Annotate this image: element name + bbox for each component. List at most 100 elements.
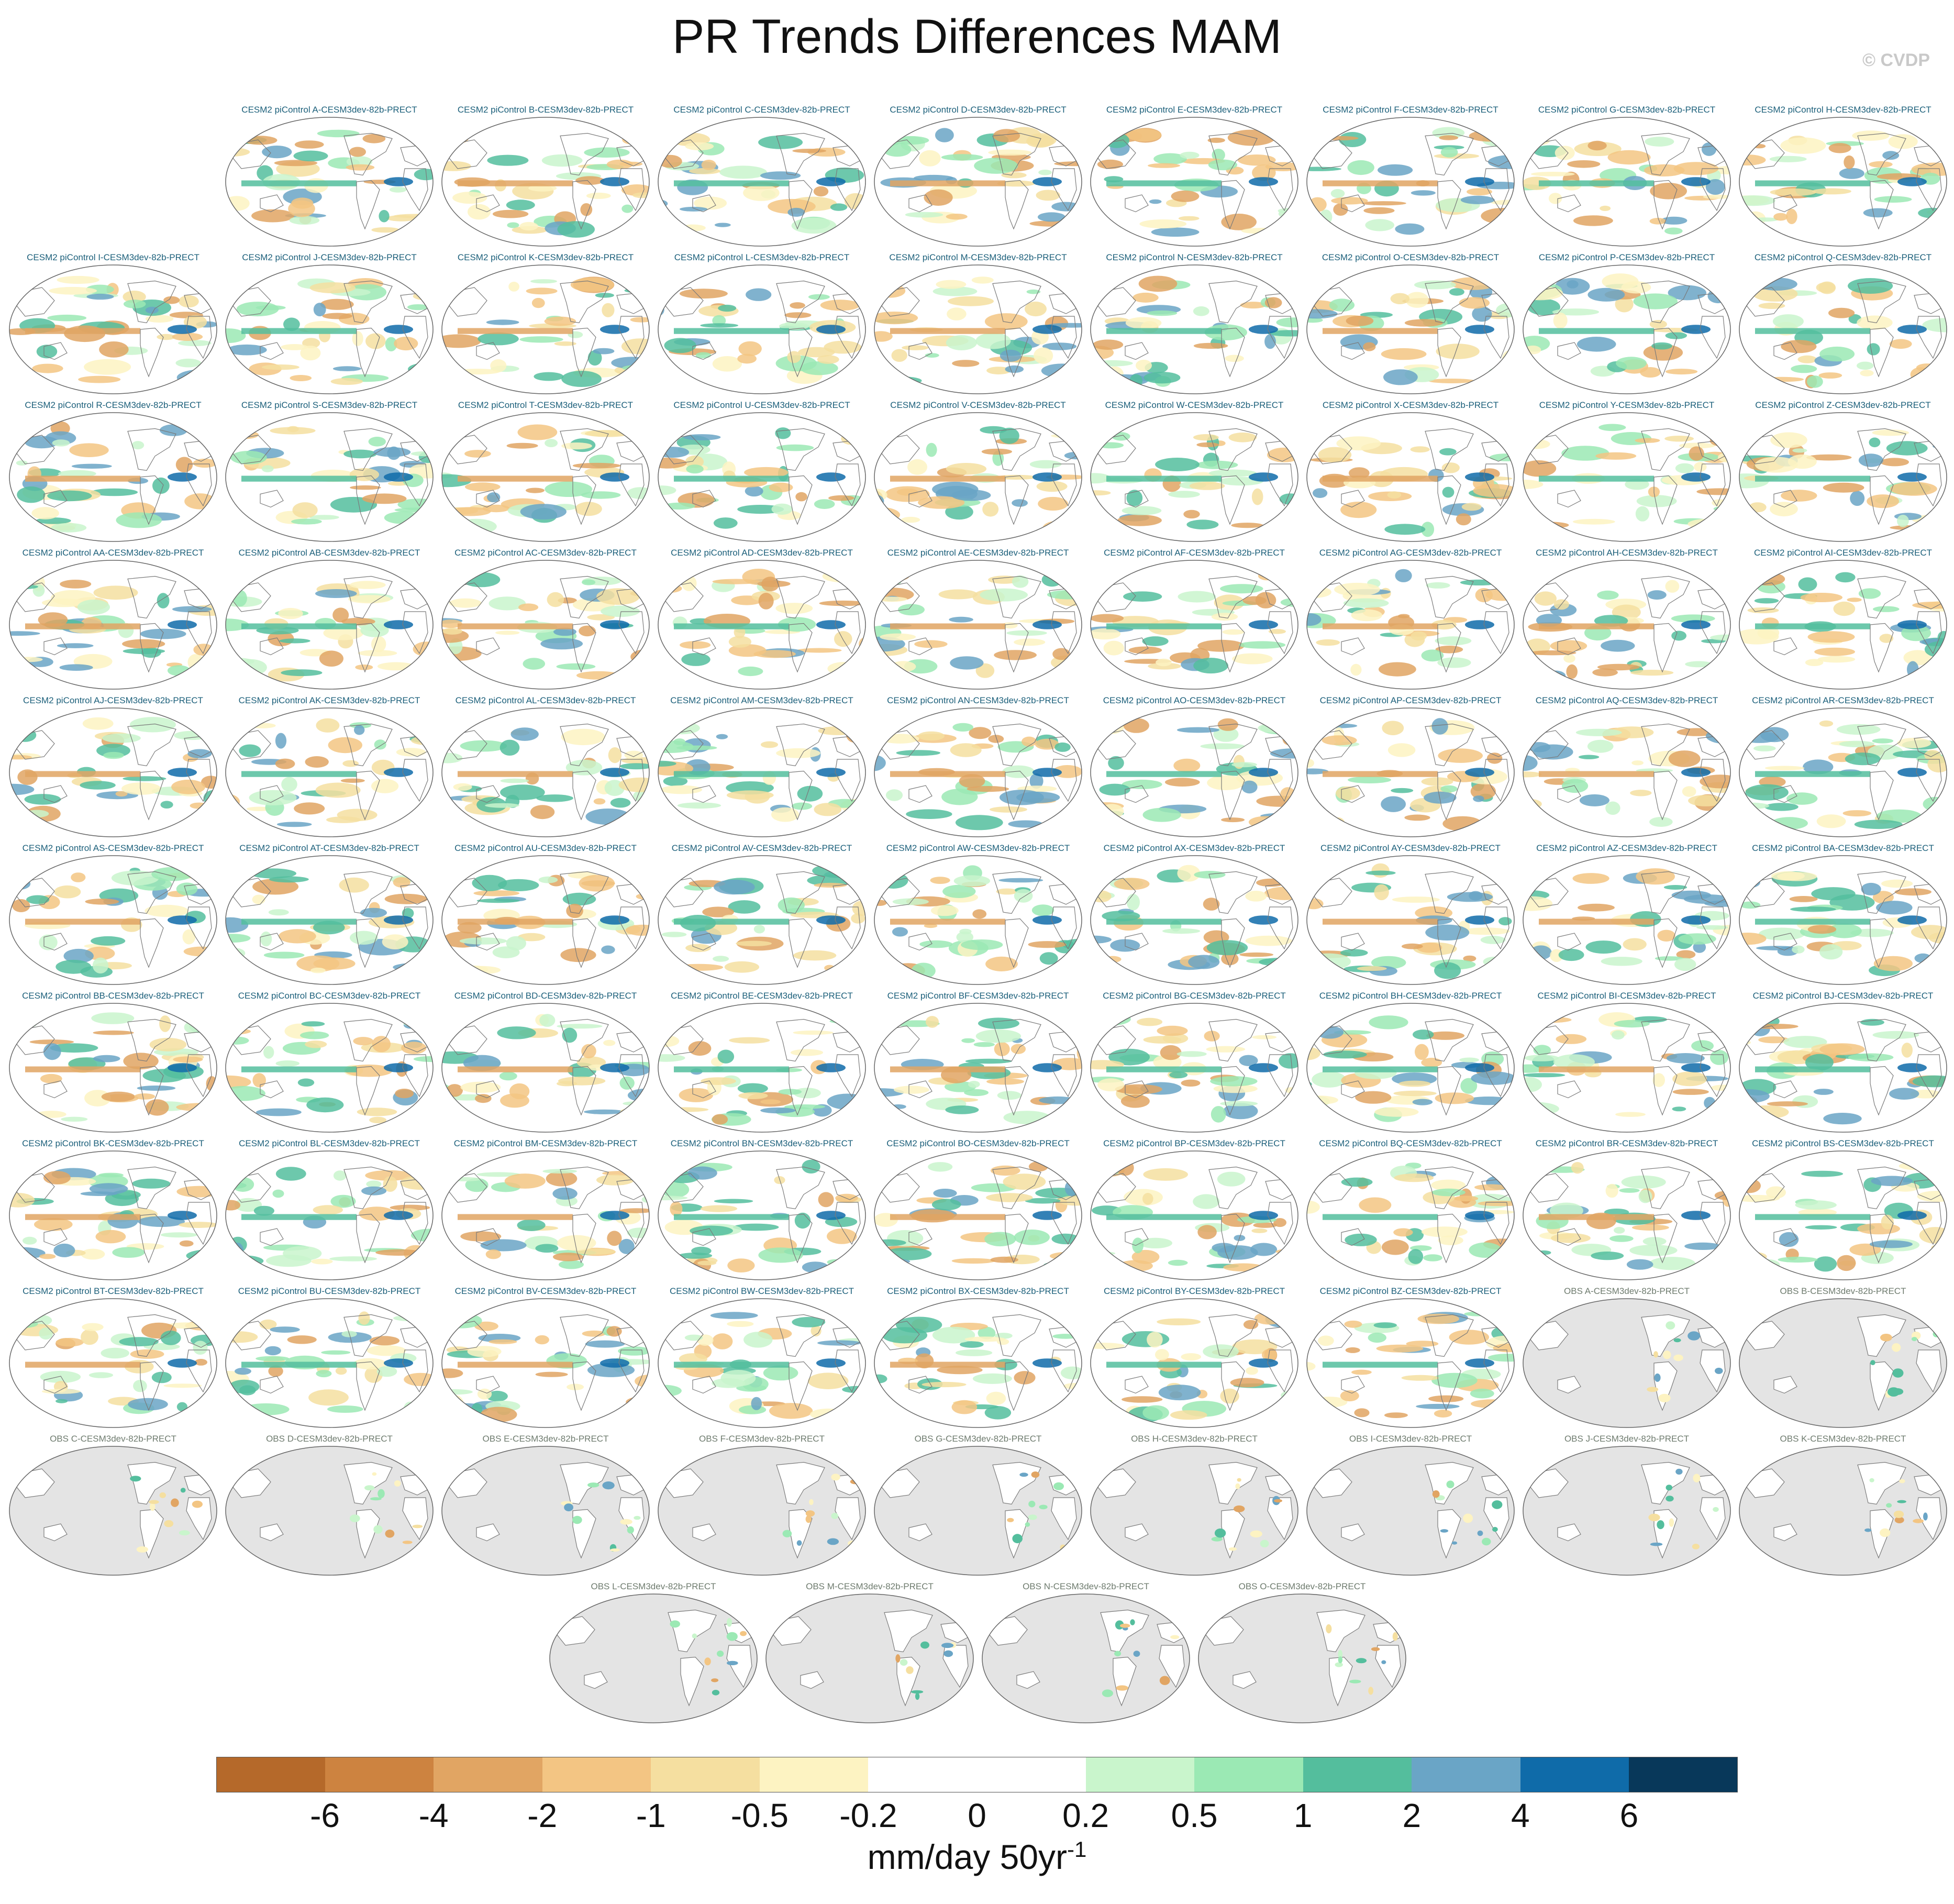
panel-title: CESM2 piControl C-CESM3dev-82b-PRECT xyxy=(673,105,850,115)
model-panel: CESM2 piControl AP-CESM3dev-82b-PRECT xyxy=(1303,695,1518,837)
model-panel: CESM2 piControl BV-CESM3dev-82b-PRECT xyxy=(438,1286,653,1428)
panel-title: CESM2 piControl BE-CESM3dev-82b-PRECT xyxy=(671,991,853,1001)
colorbar-units: mm/day 50yr-1 xyxy=(0,1837,1954,1877)
panel-title: CESM2 piControl Z-CESM3dev-82b-PRECT xyxy=(1755,400,1931,410)
projection-map xyxy=(874,1150,1082,1280)
obs-panel: OBS G-CESM3dev-82b-PRECT xyxy=(870,1434,1086,1576)
projection-map xyxy=(1523,1298,1731,1428)
panel-title: CESM2 piControl BR-CESM3dev-82b-PRECT xyxy=(1535,1138,1718,1148)
projection-map xyxy=(225,264,434,394)
panel-title: CESM2 piControl G-CESM3dev-82b-PRECT xyxy=(1538,105,1716,115)
panel-title: CESM2 piControl AC-CESM3dev-82b-PRECT xyxy=(454,548,637,558)
model-panel: CESM2 piControl BI-CESM3dev-82b-PRECT xyxy=(1519,991,1735,1133)
model-panel: CESM2 piControl BS-CESM3dev-82b-PRECT xyxy=(1735,1138,1951,1280)
projection-map xyxy=(9,855,217,985)
colorbar-tick-label: -0.5 xyxy=(730,1797,789,1834)
colorbar-segment xyxy=(434,1757,543,1792)
colorbar-segment xyxy=(1520,1757,1629,1792)
projection-map xyxy=(1306,1298,1515,1428)
model-panel: CESM2 piControl AB-CESM3dev-82b-PRECT xyxy=(221,548,437,690)
panel-title: CESM2 piControl BG-CESM3dev-82b-PRECT xyxy=(1103,991,1286,1001)
obs-panel: OBS N-CESM3dev-82b-PRECT xyxy=(978,1581,1194,1723)
panel-title: CESM2 piControl AM-CESM3dev-82b-PRECT xyxy=(670,695,853,705)
projection-map xyxy=(874,1003,1082,1133)
projection-map xyxy=(1523,1446,1731,1576)
projection-map xyxy=(441,117,650,247)
projection-map xyxy=(9,1003,217,1133)
model-panel: CESM2 piControl AR-CESM3dev-82b-PRECT xyxy=(1735,695,1951,837)
panel-title: CESM2 piControl BF-CESM3dev-82b-PRECT xyxy=(887,991,1069,1001)
panel-title: CESM2 piControl X-CESM3dev-82b-PRECT xyxy=(1322,400,1499,410)
model-panel: CESM2 piControl BQ-CESM3dev-82b-PRECT xyxy=(1303,1138,1518,1280)
panel-title: CESM2 piControl BA-CESM3dev-82b-PRECT xyxy=(1752,843,1934,853)
model-panel: CESM2 piControl J-CESM3dev-82b-PRECT xyxy=(221,252,437,394)
projection-map xyxy=(874,855,1082,985)
projection-map xyxy=(9,1298,217,1428)
model-panel: CESM2 piControl T-CESM3dev-82b-PRECT xyxy=(438,400,653,542)
panel-title: CESM2 piControl BZ-CESM3dev-82b-PRECT xyxy=(1319,1286,1502,1296)
units-base: mm/day 50yr xyxy=(867,1837,1068,1876)
projection-map xyxy=(874,264,1082,394)
model-panel: CESM2 piControl BP-CESM3dev-82b-PRECT xyxy=(1086,1138,1302,1280)
model-panel: CESM2 piControl I-CESM3dev-82b-PRECT xyxy=(5,252,221,394)
obs-panel: OBS H-CESM3dev-82b-PRECT xyxy=(1086,1434,1302,1576)
panel-title: CESM2 piControl BV-CESM3dev-82b-PRECT xyxy=(454,1286,637,1296)
model-panel: CESM2 piControl O-CESM3dev-82b-PRECT xyxy=(1303,252,1518,394)
model-panel: CESM2 piControl BO-CESM3dev-82b-PRECT xyxy=(870,1138,1086,1280)
colorbar-tick-label: 2 xyxy=(1402,1797,1422,1834)
colorbar-segment xyxy=(1412,1757,1521,1792)
panel-title: CESM2 piControl BD-CESM3dev-82b-PRECT xyxy=(454,991,637,1001)
projection-map xyxy=(441,1003,650,1133)
panel-title: CESM2 piControl M-CESM3dev-82b-PRECT xyxy=(889,252,1067,262)
model-panel: CESM2 piControl BR-CESM3dev-82b-PRECT xyxy=(1519,1138,1735,1280)
projection-map xyxy=(982,1593,1190,1723)
colorbar xyxy=(216,1757,1738,1794)
colorbar-segment xyxy=(759,1757,869,1792)
panel-title: CESM2 piControl BM-CESM3dev-82b-PRECT xyxy=(453,1138,638,1148)
panel-title: CESM2 piControl AD-CESM3dev-82b-PRECT xyxy=(671,548,853,558)
panel-title: CESM2 piControl K-CESM3dev-82b-PRECT xyxy=(457,252,634,262)
panel-title: OBS H-CESM3dev-82b-PRECT xyxy=(1131,1434,1258,1444)
model-panel: CESM2 piControl BA-CESM3dev-82b-PRECT xyxy=(1735,843,1951,985)
panel-title: OBS D-CESM3dev-82b-PRECT xyxy=(266,1434,393,1444)
projection-map xyxy=(658,560,866,690)
panel-title: CESM2 piControl BP-CESM3dev-82b-PRECT xyxy=(1103,1138,1285,1148)
obs-panel: OBS D-CESM3dev-82b-PRECT xyxy=(221,1434,437,1576)
colorbar-segment xyxy=(1629,1757,1738,1792)
projection-map xyxy=(225,707,434,837)
projection-map xyxy=(1739,1298,1947,1428)
colorbar-tick-label: 1 xyxy=(1293,1797,1313,1834)
panel-title: CESM2 piControl BN-CESM3dev-82b-PRECT xyxy=(670,1138,853,1148)
projection-map xyxy=(1090,117,1298,247)
projection-map xyxy=(441,412,650,542)
model-panel: CESM2 piControl V-CESM3dev-82b-PRECT xyxy=(870,400,1086,542)
panel-title: CESM2 piControl AP-CESM3dev-82b-PRECT xyxy=(1319,695,1502,705)
panel-title: OBS I-CESM3dev-82b-PRECT xyxy=(1349,1434,1472,1444)
projection-map xyxy=(441,1150,650,1280)
colorbar-tick-label: -1 xyxy=(636,1797,666,1834)
panel-title: CESM2 piControl BU-CESM3dev-82b-PRECT xyxy=(238,1286,421,1296)
model-panel: CESM2 piControl AN-CESM3dev-82b-PRECT xyxy=(870,695,1086,837)
projection-map xyxy=(1523,1150,1731,1280)
panel-title: CESM2 piControl U-CESM3dev-82b-PRECT xyxy=(673,400,850,410)
colorbar-tick-label: 0 xyxy=(968,1797,986,1834)
obs-panel: OBS A-CESM3dev-82b-PRECT xyxy=(1519,1286,1735,1428)
model-panel: CESM2 piControl BN-CESM3dev-82b-PRECT xyxy=(654,1138,870,1280)
projection-map xyxy=(1739,264,1947,394)
model-panel: CESM2 piControl R-CESM3dev-82b-PRECT xyxy=(5,400,221,542)
panel-title: OBS C-CESM3dev-82b-PRECT xyxy=(50,1434,176,1444)
model-panel: CESM2 piControl BT-CESM3dev-82b-PRECT xyxy=(5,1286,221,1428)
obs-panel: OBS O-CESM3dev-82b-PRECT xyxy=(1194,1581,1410,1723)
projection-map xyxy=(441,560,650,690)
colorbar-segment xyxy=(216,1757,325,1792)
projection-map xyxy=(225,1298,434,1428)
projection-map xyxy=(658,1446,866,1576)
projection-map xyxy=(225,1150,434,1280)
panel-title: CESM2 piControl BK-CESM3dev-82b-PRECT xyxy=(22,1138,204,1148)
model-panel: CESM2 piControl D-CESM3dev-82b-PRECT xyxy=(870,105,1086,247)
model-panel: CESM2 piControl BY-CESM3dev-82b-PRECT xyxy=(1086,1286,1302,1428)
panel-title: CESM2 piControl AU-CESM3dev-82b-PRECT xyxy=(454,843,637,853)
projection-map xyxy=(1090,707,1298,837)
projection-map xyxy=(1090,1150,1298,1280)
projection-map xyxy=(9,412,217,542)
